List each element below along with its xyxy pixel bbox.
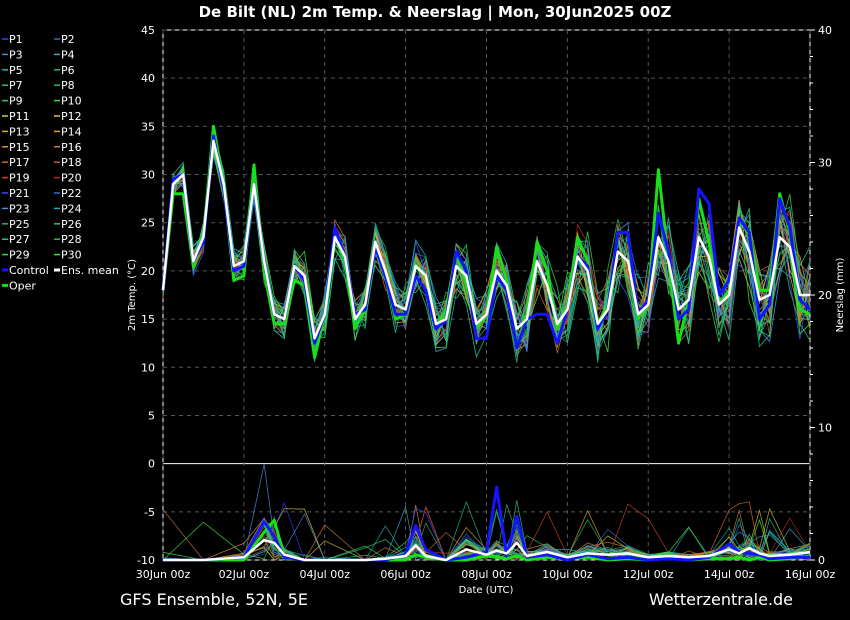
main-series-lines <box>161 124 812 562</box>
legend-label: P26 <box>61 218 82 231</box>
y-right-axis-label: Neerslag (mm) <box>835 257 846 332</box>
legend-label: P10 <box>61 95 82 108</box>
legend-label: P20 <box>61 172 82 185</box>
y-left-tick-label: 15 <box>141 313 155 326</box>
legend-label: P17 <box>9 156 30 169</box>
x-tick-label: 08Jul 00z <box>461 568 512 581</box>
member-precip-line <box>163 522 811 561</box>
x-tick-label: 10Jul 00z <box>542 568 593 581</box>
legend-label: P1 <box>9 33 23 46</box>
y-left-tick-label: -5 <box>144 506 155 519</box>
chart-title: De Bilt (NL) 2m Temp. & Neerslag | Mon, … <box>199 3 672 22</box>
legend-label: P13 <box>9 125 30 138</box>
y-right-tick-label: 40 <box>818 24 832 37</box>
x-tick-label: 16Jul 00z <box>785 568 836 581</box>
y-left-axis-label: 2m Temp. (°C) <box>127 259 138 331</box>
y-right-tick-label: 10 <box>818 422 832 435</box>
member-temp-line <box>162 152 811 353</box>
y-left-tick-label: 25 <box>141 217 155 230</box>
footer-source: GFS Ensemble, 52N, 5E <box>120 590 308 609</box>
y-left-tick-label: 35 <box>141 120 155 133</box>
legend-label: P24 <box>61 202 82 215</box>
legend-label: P6 <box>61 64 75 77</box>
y-left-tick-label: 40 <box>141 72 155 85</box>
legend-label: P30 <box>61 249 82 262</box>
x-tick-label: 06Jul 00z <box>380 568 431 581</box>
x-tick-label: 04Jul 00z <box>299 568 350 581</box>
legend-label: P5 <box>9 64 23 77</box>
y-right-tick-label: 20 <box>818 289 832 302</box>
y-left-tick-label: 30 <box>141 169 155 182</box>
legend-label: P14 <box>61 125 82 138</box>
legend-label: P25 <box>9 218 30 231</box>
legend-label: P9 <box>9 95 23 108</box>
y-left-tick-label: 0 <box>148 458 155 471</box>
y-right-tick-label: 30 <box>818 157 832 170</box>
x-tick-label: 30Jun 00z <box>136 568 191 581</box>
legend-label: P8 <box>61 79 75 92</box>
legend-label: P27 <box>9 233 30 246</box>
legend-label: P2 <box>61 33 75 46</box>
y-left-tick-label: 20 <box>141 265 155 278</box>
y-left-tick-label: 5 <box>148 409 155 422</box>
legend-label: P21 <box>9 187 30 200</box>
y-right-tick-label: 0 <box>818 554 825 567</box>
x-tick-label: 14Jul 00z <box>704 568 755 581</box>
legend-label: P16 <box>61 141 82 154</box>
temp-line-ens-mean <box>161 139 810 340</box>
legend-label: P3 <box>9 48 23 61</box>
legend-label: P28 <box>61 233 82 246</box>
y-left-tick-label: -10 <box>137 554 155 567</box>
legend-label: P23 <box>9 202 30 215</box>
legend-label: P7 <box>9 79 23 92</box>
y-left-tick-label: 45 <box>141 24 155 37</box>
footer-site: Wetterzentrale.de <box>649 590 793 609</box>
legend-label: Ens. mean <box>61 264 119 277</box>
legend-label: P18 <box>61 156 82 169</box>
legend-label: P11 <box>9 110 30 123</box>
legend-label: P19 <box>9 172 30 185</box>
x-tick-label: 02Jul 00z <box>219 568 270 581</box>
x-axis-label: Date (UTC) <box>459 585 514 596</box>
legend-label: P12 <box>61 110 82 123</box>
legend-label: P22 <box>61 187 82 200</box>
x-tick-label: 12Jul 00z <box>623 568 674 581</box>
legend-label: Control <box>9 264 49 277</box>
legend: P1 P2 P3 P4 P5 P6 P7 P8 P9 P10 P11 P12 P13 P14 P15 P16 P… <box>2 33 119 292</box>
precip-line-ens-mean <box>163 538 811 562</box>
y-left-tick-label: 10 <box>141 361 155 374</box>
legend-label: Oper <box>9 279 36 292</box>
legend-label: P29 <box>9 249 30 262</box>
legend-label: P4 <box>61 48 75 61</box>
legend-label: P15 <box>9 141 30 154</box>
